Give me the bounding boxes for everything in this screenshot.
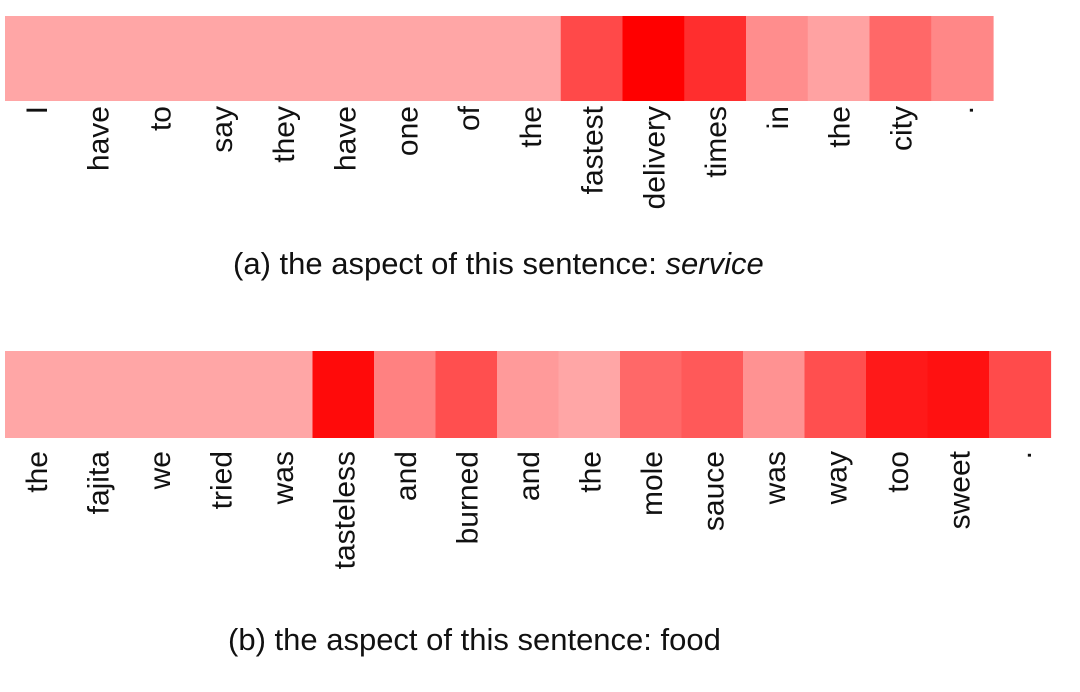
heatmap-cell-a-1 (66, 16, 130, 101)
heatmap-cell-b-7 (435, 351, 498, 438)
token-label-a-15: . (947, 106, 980, 114)
heatmap-cell-a-15 (931, 16, 994, 101)
token-label-b-10: mole (636, 451, 669, 516)
caption-b: (b) the aspect of this sentence: food (228, 622, 721, 658)
token-label-b-16: . (1005, 451, 1038, 459)
heatmap-panel-b: the fajita we tried was tasteless and burned and… (5, 351, 1052, 569)
caption-a-prefix: (a) the aspect of this sentence: (233, 246, 666, 281)
heatmap-cell-a-13 (807, 16, 871, 101)
token-label-b-11: sauce (697, 451, 730, 531)
heatmap-cell-b-9 (558, 351, 621, 438)
token-label-b-13: way (820, 451, 853, 505)
token-label-a-11: times (700, 106, 733, 178)
token-label-a-7: of (453, 105, 486, 131)
heatmap-cell-a-5 (313, 16, 377, 101)
heatmap-cell-a-8 (499, 16, 562, 101)
heatmap-cell-b-1 (66, 351, 129, 438)
token-label-a-9: fastest (577, 105, 610, 194)
token-label-a-14: city (885, 106, 918, 151)
token-label-a-1: have (83, 106, 116, 171)
heatmap-cell-b-14 (866, 351, 929, 438)
heatmap-cell-b-12 (743, 351, 806, 438)
token-label-a-8: the (515, 106, 548, 148)
heatmap-cell-a-14 (869, 16, 932, 101)
token-label-b-7: burned (451, 451, 484, 544)
token-label-b-6: and (390, 451, 423, 501)
heatmap-cell-b-15 (927, 351, 990, 438)
token-label-a-2: to (144, 106, 177, 131)
token-label-b-0: the (21, 451, 54, 493)
token-label-a-13: the (824, 106, 857, 148)
heatmap-cell-b-11 (681, 351, 744, 438)
token-label-b-12: was (759, 451, 792, 505)
token-label-a-0: I (21, 106, 54, 114)
caption-a-aspect: service (665, 246, 764, 281)
heatmap-cell-b-0 (5, 351, 68, 438)
heatmap-cell-b-4 (251, 351, 314, 438)
token-label-b-15: sweet (943, 450, 976, 529)
heatmap-cell-b-10 (620, 351, 683, 438)
token-label-a-5: have (330, 106, 363, 171)
heatmap-cell-a-3 (190, 16, 253, 101)
heatmap-cell-a-11 (684, 16, 747, 101)
token-label-b-3: tried (205, 451, 238, 509)
heatmap-cell-b-2 (128, 351, 191, 438)
caption-b-prefix: (b) the aspect of this sentence: (228, 622, 661, 657)
token-label-a-12: in (762, 106, 795, 129)
heatmap-cell-a-4 (252, 16, 315, 101)
heatmap-cell-a-7 (437, 16, 500, 101)
heatmap-cell-b-16 (989, 351, 1052, 438)
heatmap-cell-b-3 (189, 351, 252, 438)
heatmap-cell-a-2 (128, 16, 191, 101)
token-label-b-9: the (574, 451, 607, 493)
token-label-a-10: delivery (638, 106, 671, 209)
heatmap-cell-a-10 (622, 16, 685, 101)
token-label-a-3: say (206, 106, 239, 153)
token-label-b-8: and (513, 451, 546, 501)
token-label-b-2: we (144, 451, 177, 490)
heatmap-cell-b-5 (312, 351, 375, 438)
heatmap-cell-b-8 (497, 351, 560, 438)
token-label-b-1: fajita (82, 451, 115, 515)
heatmap-cell-b-13 (804, 351, 867, 438)
heatmap-cell-b-6 (374, 351, 437, 438)
token-label-b-4: was (267, 451, 300, 505)
heatmap-cell-a-0 (5, 16, 68, 101)
heatmap-cell-a-12 (746, 16, 809, 101)
caption-b-aspect: food (660, 622, 721, 657)
heatmap-cell-a-6 (375, 16, 438, 101)
heatmap-cell-a-9 (560, 16, 624, 101)
token-label-a-6: one (391, 106, 424, 156)
token-label-b-14: too (882, 451, 915, 493)
token-label-a-4: they (268, 106, 301, 163)
caption-a: (a) the aspect of this sentence: service (233, 246, 764, 282)
token-label-b-5: tasteless (328, 451, 361, 569)
